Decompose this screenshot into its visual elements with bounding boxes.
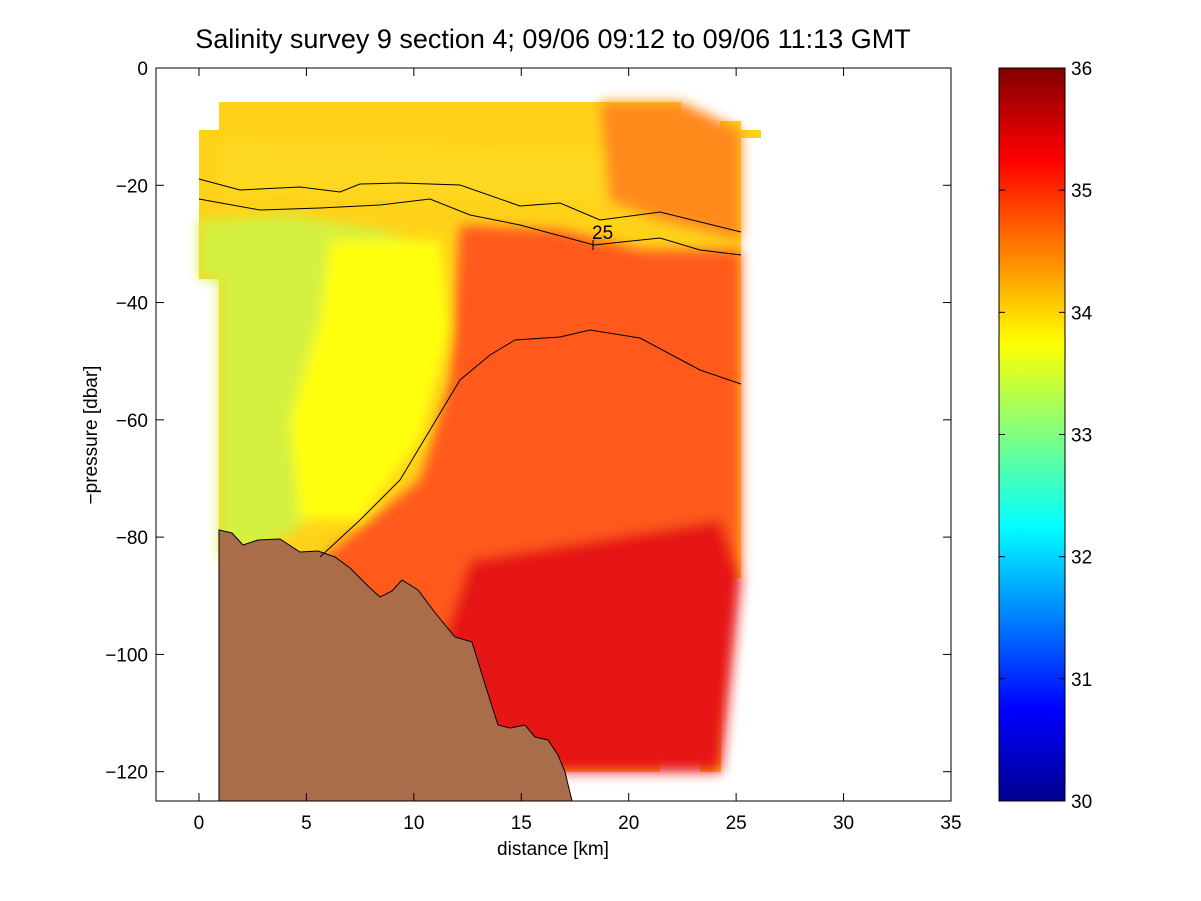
salinity-field: 25 [198, 102, 761, 801]
colorbar-tick-label: 36 [1071, 59, 1092, 80]
upper-band [219, 140, 600, 200]
x-tick-label: 0 [194, 813, 205, 834]
colorbar-axis: 30 31 32 33 34 35 36 [999, 59, 1093, 813]
x-tick-label: 5 [301, 813, 312, 834]
x-tick-label: 15 [511, 813, 532, 834]
colorbar [998, 67, 1066, 802]
x-tick-label: 25 [726, 813, 747, 834]
y-tick-label: −60 [116, 411, 148, 432]
y-tick-label: −20 [116, 176, 148, 197]
y-axis: 0 −20 −40 −60 −80 −100 −120 [105, 59, 951, 784]
chart-title: Salinity survey 9 section 4; 09/06 09:12… [195, 24, 910, 54]
colorbar-tick-label: 35 [1071, 181, 1092, 202]
colorbar-tick-label: 33 [1071, 426, 1092, 447]
contour-line-upper [198, 178, 742, 233]
colorbar-tick-label: 32 [1071, 548, 1092, 569]
contour-label: 25 [592, 223, 613, 244]
x-tick-label: 10 [403, 813, 424, 834]
y-tick-label: −120 [105, 763, 148, 784]
colorbar-tick-label: 30 [1071, 792, 1092, 813]
y-tick-label: −40 [116, 294, 148, 315]
seafloor [218, 529, 573, 801]
contour-line-deep [319, 329, 742, 558]
x-tick-label: 30 [833, 813, 854, 834]
yellow-zone [290, 240, 450, 520]
colorbar-tick-label: 34 [1071, 303, 1093, 324]
y-tick-label: 0 [137, 59, 148, 80]
plot-frame [155, 67, 952, 802]
x-axis-label: distance [km] [497, 839, 609, 860]
y-axis-label: −pressure [dbar] [81, 366, 102, 505]
core-zone [440, 520, 741, 772]
x-tick-label: 20 [618, 813, 639, 834]
surface-orange [600, 102, 741, 240]
x-tick-label: 35 [940, 813, 961, 834]
x-axis: 0 5 10 15 20 25 30 35 [194, 68, 962, 834]
colorbar-tick-label: 31 [1071, 670, 1092, 691]
y-tick-label: −100 [105, 645, 148, 666]
contour-line-25 [198, 198, 742, 256]
y-tick-label: −80 [116, 528, 148, 549]
